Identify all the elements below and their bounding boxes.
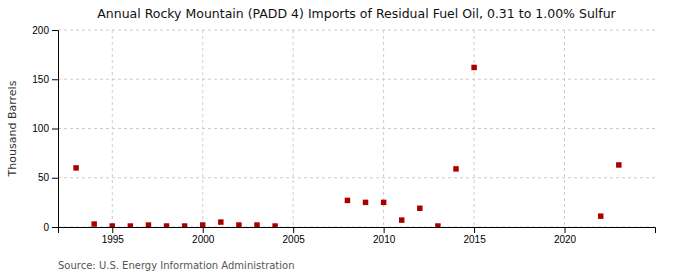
tick-mark — [384, 227, 385, 233]
tick: 1995 — [102, 227, 125, 245]
point — [453, 166, 458, 171]
axis-line — [59, 228, 656, 234]
tick-mark — [52, 129, 58, 130]
grid-line — [58, 79, 655, 80]
grid-line — [58, 128, 655, 129]
point — [110, 223, 115, 227]
source: Source: U.S. Energy Information Administ… — [58, 260, 295, 271]
point — [218, 219, 223, 224]
point — [91, 221, 96, 226]
tick: 2010 — [373, 227, 396, 245]
tick-mark — [52, 79, 58, 80]
point — [73, 165, 78, 170]
tick-mark — [112, 227, 113, 233]
grid-line — [383, 30, 384, 227]
grid-line — [112, 30, 113, 227]
tick-label: 2000 — [192, 234, 215, 245]
tick-label: 150 — [32, 74, 49, 85]
tick-label: 2020 — [554, 234, 577, 245]
point — [381, 200, 386, 205]
tick-mark — [565, 227, 566, 233]
y-axis-title: Thousand Barrels — [6, 80, 19, 177]
point — [345, 198, 350, 203]
point — [363, 200, 368, 205]
tick: 2000 — [192, 227, 215, 245]
plot: 1995 2000 2005 2010 2015 2020 0 50 100 150 200 — [32, 25, 655, 245]
tick-label: 50 — [38, 172, 50, 183]
grid-line — [202, 30, 203, 227]
tick-mark — [52, 178, 58, 179]
tick-mark — [474, 227, 475, 233]
tick-label: 0 — [43, 222, 49, 233]
chart: 1995 2000 2005 2010 2015 2020 0 50 100 150 200 Annu… — [0, 0, 675, 275]
point — [616, 162, 621, 167]
tick: 2005 — [283, 227, 306, 245]
tick-label: 200 — [32, 25, 49, 36]
tick: 2015 — [463, 227, 486, 245]
point — [417, 206, 422, 211]
tick: 50 — [38, 172, 58, 183]
point — [254, 222, 259, 227]
points — [73, 65, 621, 227]
point — [146, 222, 151, 227]
point — [471, 65, 476, 70]
tick-mark — [203, 227, 204, 233]
tick: 0 — [43, 222, 58, 233]
tick-label: 100 — [32, 123, 49, 134]
point — [182, 223, 187, 227]
grid-line — [474, 30, 475, 227]
point — [435, 223, 440, 227]
tick-label: 2015 — [463, 234, 486, 245]
grid-line — [58, 177, 655, 178]
title: Annual Rocky Mountain (PADD 4) Imports o… — [97, 6, 616, 21]
grid — [58, 30, 655, 227]
point — [236, 222, 241, 227]
point — [128, 223, 133, 227]
x-axis: 1995 2000 2005 2010 2015 2020 — [59, 227, 656, 245]
tick-mark — [52, 30, 58, 31]
point — [598, 213, 603, 218]
tick: 150 — [32, 74, 58, 85]
tick-mark — [293, 227, 294, 233]
y-axis: 0 50 100 150 200 — [32, 25, 58, 233]
tick-label: 1995 — [102, 234, 125, 245]
grid-line — [564, 30, 565, 227]
tick-mark — [52, 227, 58, 228]
tick: 2020 — [554, 227, 577, 245]
grid-line — [293, 30, 294, 227]
tick: 200 — [32, 25, 58, 36]
grid-line — [58, 30, 655, 31]
tick-label: 2010 — [373, 234, 396, 245]
point — [200, 222, 205, 227]
tick-label: 2005 — [283, 234, 306, 245]
axis-line — [52, 31, 59, 228]
point — [399, 217, 404, 222]
tick: 100 — [32, 123, 58, 134]
point — [164, 223, 169, 227]
point — [272, 223, 277, 227]
